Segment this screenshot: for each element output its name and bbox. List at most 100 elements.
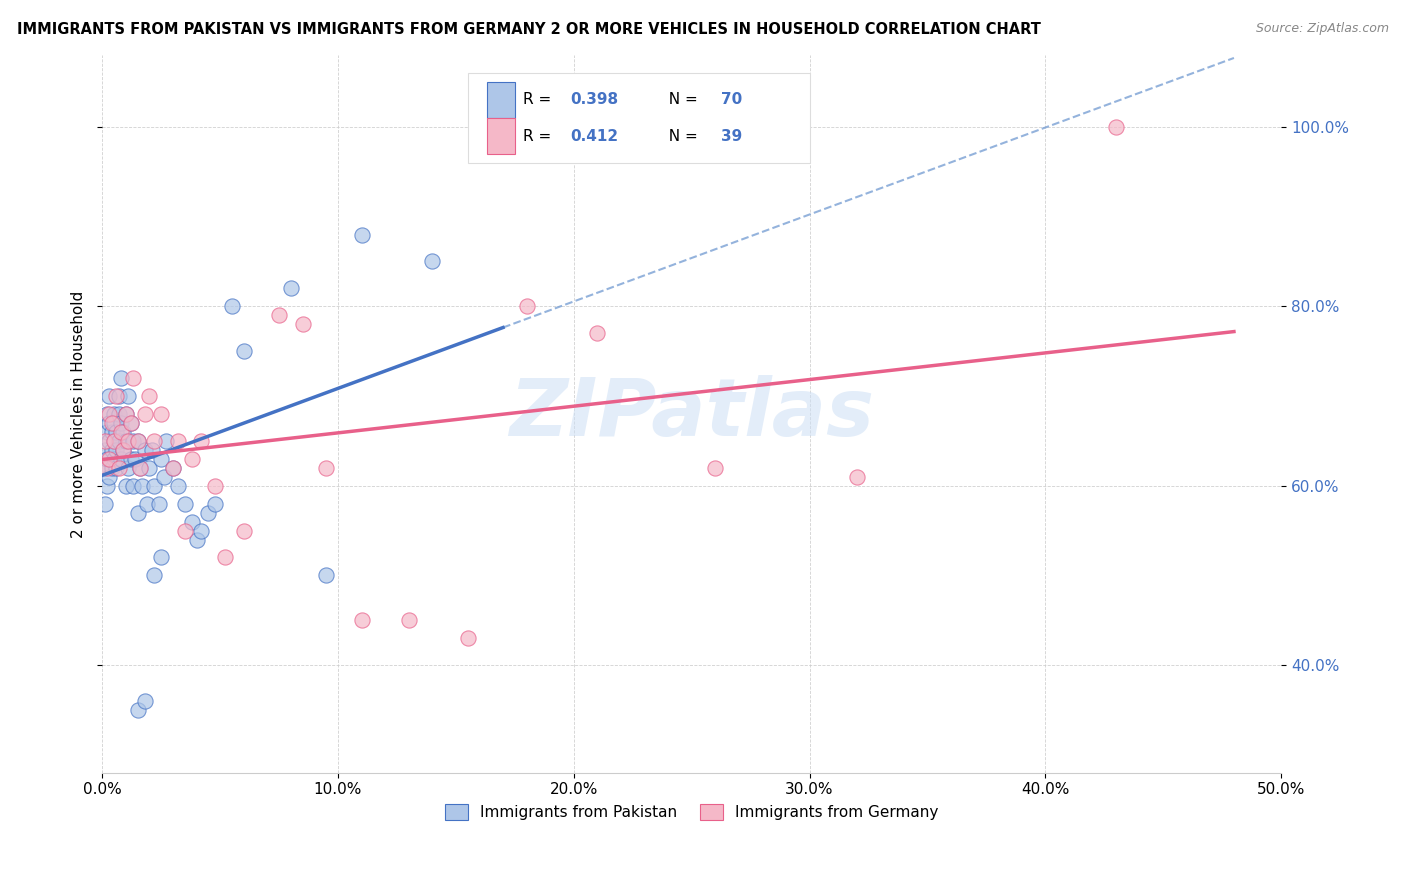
Point [98, 416, 121, 430]
Point [134, 442, 156, 457]
Point [107, 407, 129, 421]
Point [143, 568, 166, 582]
Point [350, 613, 373, 627]
Point [214, 550, 236, 565]
Point [180, 515, 202, 529]
Point [150, 550, 173, 565]
Text: IMMIGRANTS FROM PAKISTAN VS IMMIGRANTS FROM GERMANY 2 OR MORE VEHICLES IN HOUSEH: IMMIGRANTS FROM PAKISTAN VS IMMIGRANTS F… [17, 22, 1040, 37]
Text: N =: N = [658, 128, 702, 144]
Point [112, 442, 135, 457]
Point [93, 442, 115, 457]
Point [127, 434, 149, 448]
Point [350, 227, 373, 242]
Point [148, 497, 170, 511]
Text: 39: 39 [721, 128, 742, 144]
FancyBboxPatch shape [486, 118, 515, 154]
Point [150, 451, 173, 466]
Point [93, 434, 115, 448]
Point [117, 460, 139, 475]
Point [152, 469, 174, 483]
Point [105, 389, 128, 403]
Point [221, 299, 243, 313]
Point [134, 407, 156, 421]
Point [98, 469, 121, 483]
Point [155, 434, 177, 448]
Point [204, 479, 226, 493]
Point [166, 434, 188, 448]
Point [103, 451, 125, 466]
Point [114, 434, 136, 448]
Point [98, 434, 121, 448]
Point [96, 479, 118, 493]
Point [136, 497, 159, 511]
Legend: Immigrants from Pakistan, Immigrants from Germany: Immigrants from Pakistan, Immigrants fro… [439, 797, 945, 826]
Point [280, 281, 302, 295]
Text: R =: R = [523, 128, 557, 144]
Y-axis label: 2 or more Vehicles in Household: 2 or more Vehicles in Household [72, 290, 86, 538]
Point [110, 451, 132, 466]
Point [166, 479, 188, 493]
Point [107, 434, 129, 448]
Point [134, 694, 156, 708]
Point [110, 425, 132, 439]
Point [121, 479, 143, 493]
Point [110, 371, 132, 385]
Point [121, 371, 143, 385]
Point [315, 568, 337, 582]
Point [105, 442, 128, 457]
Point [121, 434, 143, 448]
Point [197, 506, 219, 520]
Point [112, 425, 135, 439]
Point [96, 451, 118, 466]
Point [120, 416, 142, 430]
Point [190, 434, 212, 448]
Point [98, 451, 121, 466]
Point [315, 460, 337, 475]
Point [586, 326, 609, 341]
FancyBboxPatch shape [486, 82, 515, 118]
Point [100, 442, 122, 457]
Point [114, 407, 136, 421]
Point [103, 416, 125, 430]
Point [143, 434, 166, 448]
Point [117, 389, 139, 403]
Text: 0.412: 0.412 [571, 128, 619, 144]
Point [420, 254, 443, 268]
Point [204, 497, 226, 511]
Point [173, 524, 195, 538]
Point [100, 460, 122, 475]
Point [96, 425, 118, 439]
Point [105, 425, 128, 439]
FancyBboxPatch shape [468, 73, 810, 162]
Text: 70: 70 [721, 92, 742, 107]
Point [103, 407, 125, 421]
Point [120, 416, 142, 430]
Point [398, 613, 420, 627]
Point [704, 460, 727, 475]
Point [107, 389, 129, 403]
Point [124, 451, 146, 466]
Point [100, 425, 122, 439]
Point [98, 407, 121, 421]
Point [232, 344, 254, 359]
Point [141, 442, 163, 457]
Point [1105, 120, 1128, 134]
Point [103, 434, 125, 448]
Point [93, 460, 115, 475]
Point [114, 479, 136, 493]
Point [516, 299, 538, 313]
Point [131, 479, 153, 493]
Point [103, 434, 125, 448]
Point [267, 308, 290, 322]
Point [127, 434, 149, 448]
Point [162, 460, 184, 475]
Point [190, 524, 212, 538]
Point [186, 533, 208, 547]
Point [150, 407, 173, 421]
Point [127, 506, 149, 520]
Point [232, 524, 254, 538]
Point [143, 479, 166, 493]
Point [129, 460, 152, 475]
Point [129, 460, 152, 475]
Point [138, 389, 160, 403]
